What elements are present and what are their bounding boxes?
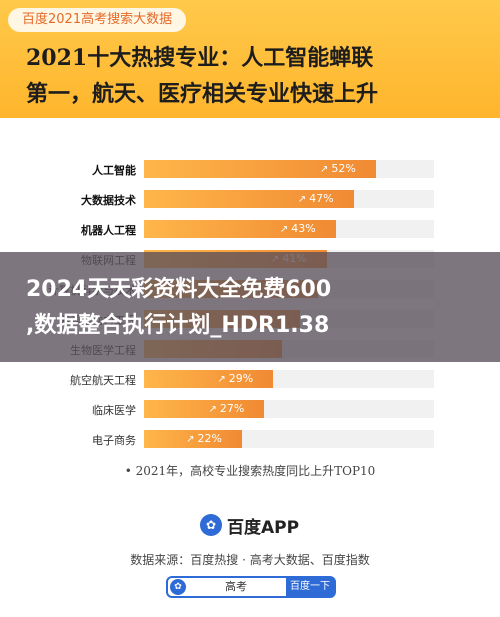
bar: [144, 190, 354, 208]
header-tag: 百度2021高考搜索大数据: [8, 8, 187, 32]
bar-value-label: ↗ 43%: [280, 220, 316, 238]
category-label: 机器人工程: [81, 224, 136, 237]
bar: [144, 400, 265, 418]
paw-icon: ✿: [200, 514, 222, 536]
headline: 2021十大热搜专业：人工智能蝉联 第一，航天、医疗相关专业快速上升: [26, 40, 486, 112]
chart-caption: • 2021年，高校专业搜索热度同比上升TOP10: [124, 464, 376, 478]
overlay-line-1: 2024天天彩资料大全免费600: [26, 277, 332, 302]
overlay-banner: 2024天天彩资料大全免费600 ,数据整合执行计划_HDR1.38: [0, 252, 500, 362]
trend-up-icon: ↗: [208, 404, 217, 415]
bar-value-text: 52%: [331, 162, 356, 175]
bar-value-text: 47%: [309, 192, 334, 205]
bar-track: ↗ 22%: [144, 430, 434, 448]
bar: [144, 430, 243, 448]
trend-up-icon: ↗: [297, 194, 307, 205]
data-source: 数据来源：百度热搜 · 高考大数据、百度指数: [130, 553, 370, 567]
trend-up-icon: ↗: [279, 224, 289, 235]
bar-value-label: ↗ 52%: [320, 160, 356, 178]
bar-value-text: 27%: [219, 402, 245, 415]
category-label: 人工智能: [92, 164, 136, 177]
bar-track: ↗ 47%: [144, 190, 434, 208]
bar: [144, 220, 336, 238]
headline-line-2: 第一，航天、医疗相关专业快速上升: [26, 81, 379, 107]
overlay-line-2: ,数据整合执行计划_HDR1.38: [26, 313, 330, 338]
bar-track: ↗ 29%: [144, 370, 434, 388]
trend-up-icon: ↗: [320, 164, 329, 175]
headline-line-1: 2021十大热搜专业：人工智能蝉联: [26, 45, 374, 71]
bar-value-label: ↗ 22%: [186, 430, 222, 448]
bar-value-label: ↗ 29%: [217, 370, 253, 388]
bar-track: ↗ 27%: [144, 400, 434, 418]
bar: [144, 370, 274, 388]
bar-track: ↗ 52%: [144, 160, 434, 178]
search-button[interactable]: 百度一下: [286, 578, 334, 596]
bar-value-text: 29%: [228, 372, 254, 385]
category-label: 电子商务: [92, 434, 136, 447]
category-label: 航空航天工程: [70, 374, 136, 387]
bar: [144, 160, 376, 178]
search-bar[interactable]: ✿ 高考 百度一下: [166, 576, 336, 598]
bar-track: ↗ 43%: [144, 220, 434, 238]
trend-up-icon: ↗: [217, 374, 226, 385]
trend-up-icon: ↗: [186, 434, 195, 445]
category-label: 大数据技术: [81, 194, 136, 207]
bar-value-text: 22%: [197, 432, 222, 445]
search-input[interactable]: 高考: [225, 580, 247, 593]
overlay-text: 2024天天彩资料大全免费600 ,数据整合执行计划_HDR1.38: [26, 272, 486, 344]
category-label: 临床医学: [92, 404, 136, 417]
header-banner: 百度2021高考搜索大数据 2021十大热搜专业：人工智能蝉联 第一，航天、医疗…: [0, 0, 500, 118]
bar-value-label: ↗ 27%: [208, 400, 244, 418]
brand: ✿ 百度APP: [200, 512, 299, 538]
bar-value-text: 43%: [291, 222, 316, 235]
brand-name: 百度APP: [227, 517, 300, 538]
bar-value-label: ↗ 47%: [298, 190, 334, 208]
paw-icon: ✿: [170, 579, 186, 595]
